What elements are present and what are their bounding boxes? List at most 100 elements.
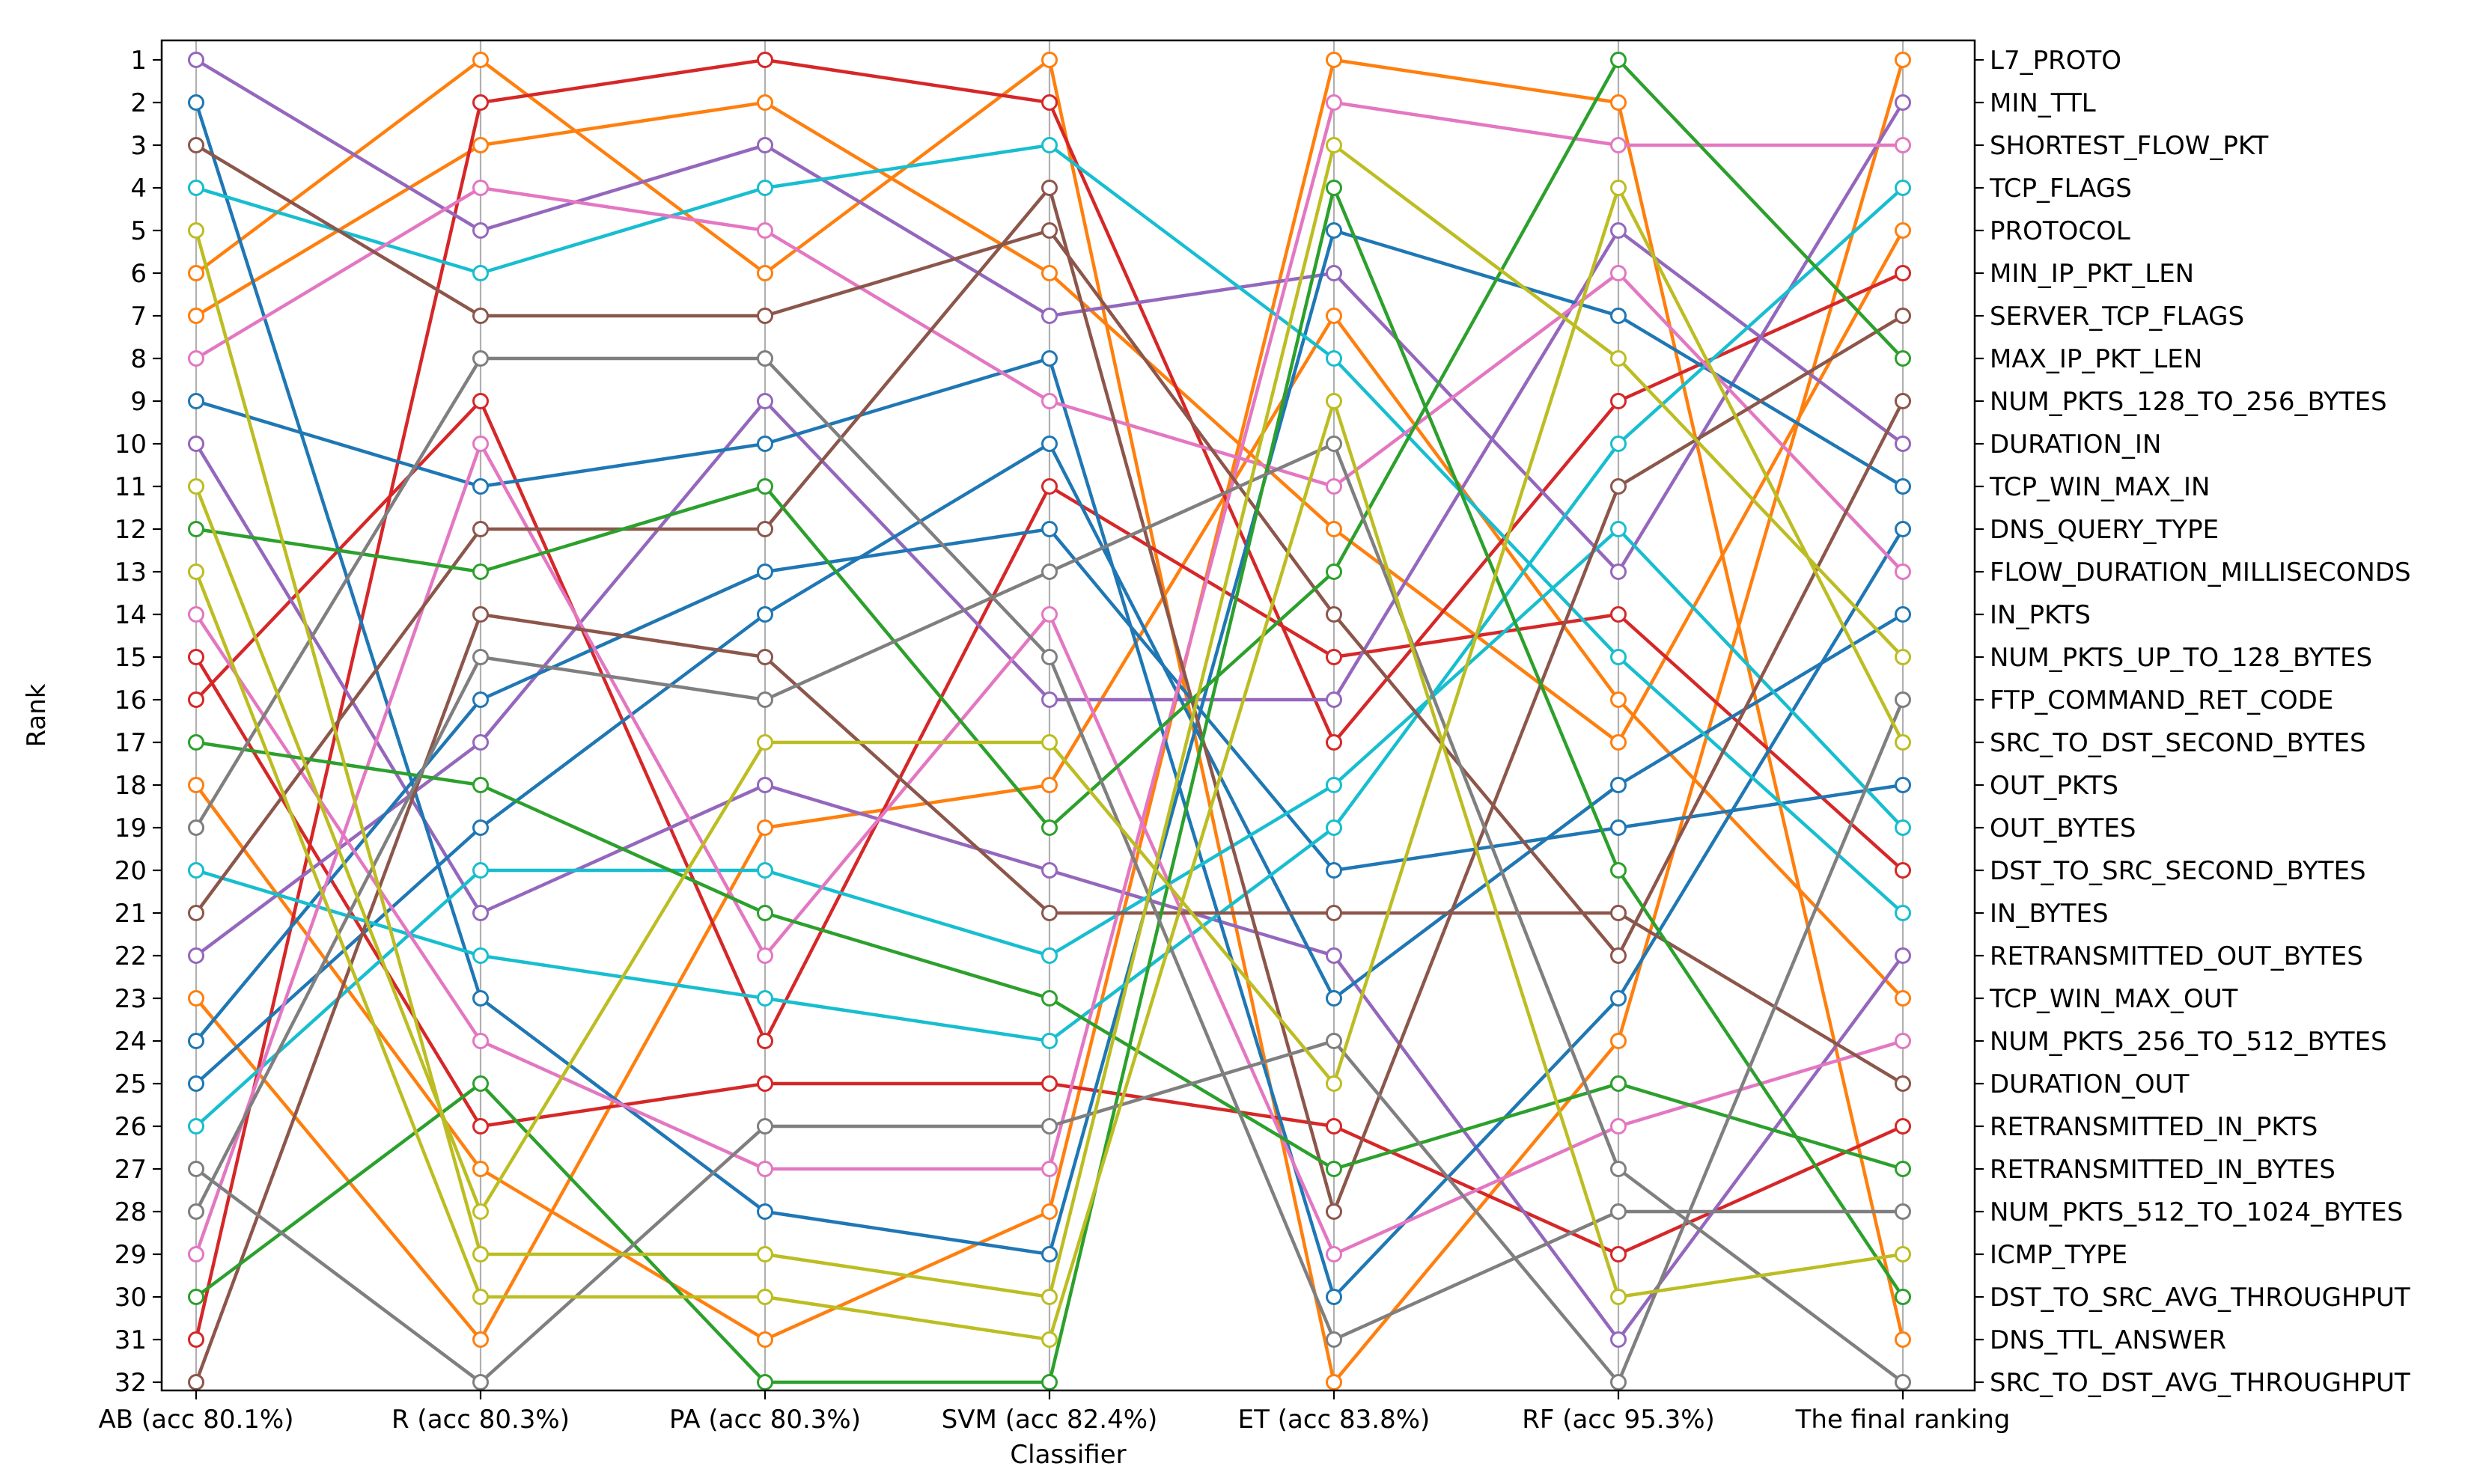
data-point (1041, 478, 1058, 495)
right-tick-label: NUM_PKTS_UP_TO_128_BYTES (1990, 643, 2372, 673)
data-point (188, 1331, 204, 1348)
data-point (472, 180, 489, 196)
data-point (1041, 990, 1058, 1007)
series-15 (188, 137, 1911, 921)
data-point (757, 862, 773, 879)
data-point (188, 1075, 204, 1092)
data-point (1895, 649, 1911, 665)
data-point (1610, 1331, 1627, 1348)
data-point (472, 521, 489, 537)
right-tick-label: SHORTEST_FLOW_PKT (1990, 131, 2268, 161)
series-10 (188, 222, 1911, 964)
x-tick-label: AB (acc 80.1%) (99, 1405, 294, 1435)
y-tick-label: 20 (115, 856, 147, 886)
data-point (1610, 1033, 1627, 1049)
data-point (757, 308, 773, 324)
y-tick-label: 7 (130, 302, 147, 332)
data-point (757, 521, 773, 537)
y-tick-label: 5 (130, 216, 147, 246)
data-point (1326, 478, 1342, 495)
right-tick-label: MAX_IP_PKT_LEN (1990, 344, 2202, 374)
right-tick-label: TCP_WIN_MAX_IN (1989, 472, 2210, 502)
data-point (472, 1033, 489, 1049)
y-tick-label: 30 (115, 1283, 147, 1313)
data-point (757, 1246, 773, 1262)
right-tick-label: DST_TO_SRC_SECOND_BYTES (1990, 856, 2366, 886)
data-point (1610, 137, 1627, 153)
data-point (472, 1118, 489, 1135)
data-point (472, 1331, 489, 1348)
data-point (1326, 265, 1342, 281)
data-point (1041, 947, 1058, 964)
data-point (1895, 862, 1911, 879)
right-tick-label: OUT_PKTS (1990, 771, 2118, 801)
data-point (472, 1289, 489, 1305)
data-point (1610, 350, 1627, 367)
data-point (1326, 52, 1342, 68)
right-tick-label: DURATION_OUT (1990, 1069, 2190, 1099)
data-point (1041, 734, 1058, 751)
data-point (188, 52, 204, 68)
data-point (1610, 1203, 1627, 1220)
right-tick-label: NUM_PKTS_128_TO_256_BYTES (1990, 387, 2387, 417)
data-point (1895, 990, 1911, 1007)
data-point (757, 905, 773, 921)
series-12 (188, 350, 1911, 1305)
data-point (1895, 265, 1911, 281)
y-tick-label: 17 (115, 728, 147, 758)
data-point (1326, 777, 1342, 793)
data-point (472, 777, 489, 793)
data-point (472, 1075, 489, 1092)
data-point (188, 564, 204, 580)
data-point (757, 1203, 773, 1220)
data-point (1041, 905, 1058, 921)
data-point (188, 734, 204, 751)
data-point (1326, 734, 1342, 751)
data-point (188, 521, 204, 537)
data-point (757, 180, 773, 196)
series-27 (188, 350, 1911, 1348)
series-25 (188, 734, 1911, 1177)
data-point (472, 308, 489, 324)
data-point (1610, 478, 1627, 495)
right-tick-label: TCP_WIN_MAX_OUT (1989, 984, 2238, 1014)
data-point (1326, 308, 1342, 324)
right-tick-label: SRC_TO_DST_SECOND_BYTES (1990, 728, 2366, 758)
data-point (1041, 777, 1058, 793)
data-point (757, 265, 773, 281)
y-tick-label: 9 (130, 387, 147, 417)
data-point (1041, 1246, 1058, 1262)
data-point (1041, 521, 1058, 537)
data-point (472, 734, 489, 751)
data-point (1326, 137, 1342, 153)
data-point (188, 308, 204, 324)
data-point (472, 222, 489, 239)
data-point (472, 862, 489, 879)
data-point (1326, 905, 1342, 921)
right-tick-label: MIN_TTL (1990, 88, 2096, 118)
y-tick-label: 13 (115, 558, 147, 587)
data-point (1610, 180, 1627, 196)
series-30 (188, 137, 1911, 1305)
data-point (757, 436, 773, 452)
data-point (1041, 1289, 1058, 1305)
data-point (188, 1161, 204, 1177)
data-point (1895, 734, 1911, 751)
data-point (188, 1289, 204, 1305)
data-point (188, 393, 204, 409)
data-point (188, 222, 204, 239)
data-point (1895, 1331, 1911, 1348)
data-point (188, 1374, 204, 1390)
data-point (1610, 564, 1627, 580)
data-point (1041, 393, 1058, 409)
data-point (1610, 1075, 1627, 1092)
right-tick-label: NUM_PKTS_512_TO_1024_BYTES (1990, 1197, 2403, 1227)
data-point (1326, 1246, 1342, 1262)
data-point (1610, 691, 1627, 708)
data-point (1895, 1075, 1911, 1092)
x-tick-label: RF (acc 95.3%) (1522, 1405, 1715, 1435)
data-point (472, 265, 489, 281)
data-point (1610, 1374, 1627, 1390)
data-point (1326, 606, 1342, 623)
